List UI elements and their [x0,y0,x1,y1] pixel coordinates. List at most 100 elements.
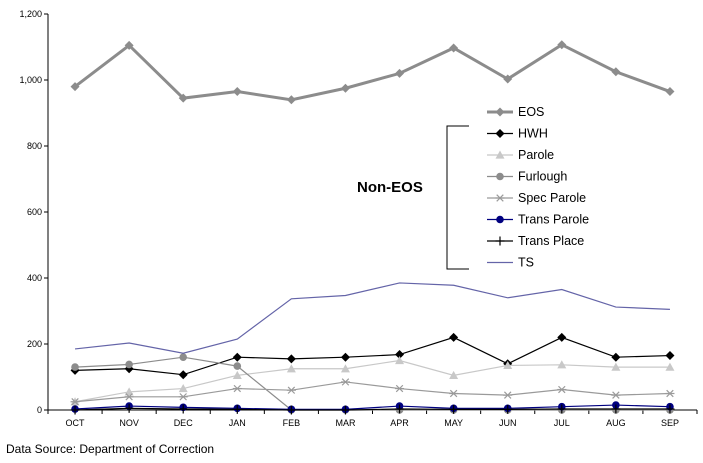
data-point-spec-parole [449,389,459,398]
legend-item-parole: Parole [487,148,554,162]
data-point-hwh [232,352,242,362]
legend-item-trans-place: Trans Place [487,234,584,248]
x-tick-label: AUG [606,418,626,428]
data-point-parole [286,364,296,373]
x-tick-label: SEP [661,418,679,428]
data-point-hwh [449,332,459,342]
series-line-eos [74,42,671,102]
x-tick-label: FEB [283,418,301,428]
annotation-layer: Non-EOS [357,125,469,270]
data-point-hwh [611,352,621,362]
data-point-trans-place [340,405,350,415]
data-point-eos [232,87,242,97]
data-point-trans-place [611,404,621,414]
series-layer [70,40,675,415]
data-point-trans-place [232,404,242,414]
series-furlough [71,353,674,414]
series-line-spec-parole [74,381,670,403]
data-point-trans-place [665,404,675,414]
data-point-trans-place [70,405,80,415]
series-hwh [70,332,675,380]
data-point-eos [503,74,513,84]
legend-label-spec-parole: Spec Parole [518,191,586,205]
data-point-parole [503,360,513,370]
y-tick-label: 800 [27,141,42,151]
legend-marker-hwh [495,129,505,138]
legend-item-hwh: HWH [487,127,548,141]
legend-item-furlough: Furlough [487,170,567,184]
data-point-spec-parole [395,384,405,393]
legend-label-trans-parole: Trans Parole [518,213,589,227]
y-tick-label: 200 [27,339,42,349]
data-point-trans-place [124,403,134,413]
x-tick-label: MAR [335,418,356,428]
data-point-parole [449,370,459,379]
data-point-parole [340,364,350,373]
data-point-eos [70,82,80,92]
legend-label-ts: TS [518,256,534,270]
data-point-spec-parole [178,393,188,401]
data-point-parole [395,356,405,365]
x-tick-label: JUL [554,418,570,428]
data-point-spec-parole [503,391,513,399]
data-point-eos [124,40,134,50]
series-parole [70,356,675,406]
y-tick-label: 1,200 [19,9,42,19]
series-line-ts [74,282,670,354]
data-point-trans-place [449,404,459,414]
x-tick-label: JAN [229,418,246,428]
legend-label-hwh: HWH [518,127,548,141]
legend-item-ts: TS [487,256,534,270]
legend-marker-spec-parole [495,194,505,202]
data-point-trans-place [286,405,296,415]
data-point-eos [395,68,405,78]
data-point-parole [178,384,188,393]
legend-label-eos: EOS [518,105,544,119]
x-tick-label: MAY [444,418,463,428]
data-point-eos [611,67,621,77]
data-point-eos [286,95,296,105]
series-eos [70,40,675,105]
data-point-spec-parole [232,384,242,393]
x-tick-label: OCT [66,418,86,428]
series-line-hwh [75,336,670,376]
legend-item-spec-parole: Spec Parole [487,191,586,205]
data-point-parole [665,362,675,371]
legend-item-trans-parole: Trans Parole [487,213,589,227]
series-trans-place [70,403,675,415]
legend-marker-parole [495,150,505,159]
legend: EOS HWH Parole Furlough Spec Parole Trans Par… [487,105,589,270]
data-point-parole [557,360,567,369]
data-point-spec-parole [70,398,80,406]
data-point-hwh [286,354,296,364]
y-tick-label: 0 [37,405,42,415]
data-point-furlough [125,360,133,369]
data-point-hwh [665,351,675,361]
legend-label-furlough: Furlough [518,170,567,184]
data-point-eos [178,93,188,103]
series-spec-parole [70,378,675,406]
data-point-spec-parole [340,378,350,386]
x-tick-label: DEC [174,418,194,428]
data-point-spec-parole [286,386,296,394]
data-point-eos [665,87,675,97]
data-point-furlough [71,363,79,371]
data-point-hwh [557,332,567,342]
non-eos-label: Non-EOS [357,179,423,196]
data-point-parole [232,370,242,379]
legend-label-trans-place: Trans Place [518,234,584,248]
axes: 0 200 400 600 800 1,000 1,200 OCT NOV DEC JAN FEB MA… [19,9,698,428]
data-point-parole [611,362,621,371]
legend-label-parole: Parole [518,148,554,162]
data-point-eos [449,43,459,53]
legend-marker-trans-parole [496,215,504,224]
x-tick-label: JUN [499,418,517,428]
data-point-hwh [395,350,405,360]
data-point-eos [340,83,350,93]
x-tick-label: APR [390,418,409,428]
series-line-parole [74,359,670,403]
series-ts [74,282,670,354]
series-line-trans-parole [75,404,670,410]
data-point-trans-place [557,404,567,414]
